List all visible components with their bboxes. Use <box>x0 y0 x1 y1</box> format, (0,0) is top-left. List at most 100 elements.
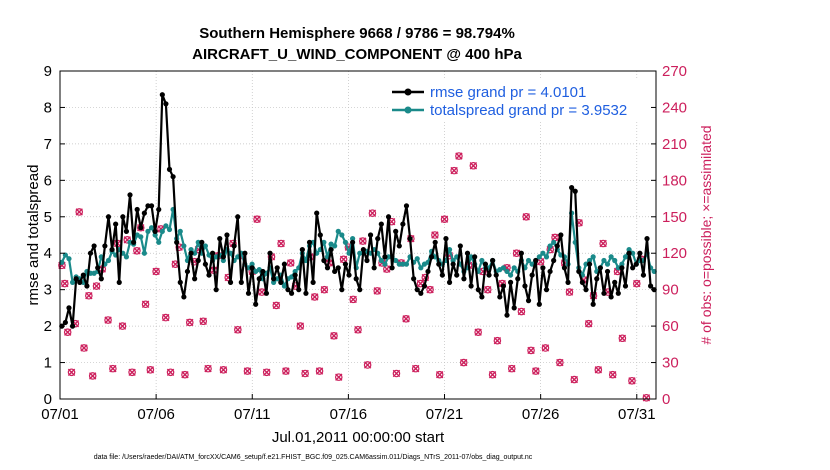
totalspread-series-point <box>601 257 607 264</box>
right-y-tick-label: 120 <box>662 245 687 262</box>
totalspread-series-point <box>202 243 209 249</box>
y-tick-label: 2 <box>44 318 52 335</box>
rmse-series-point <box>202 261 209 267</box>
rmse-series <box>59 92 657 329</box>
obs-assimilated-cross <box>484 285 492 294</box>
obs-count-marker <box>334 373 343 381</box>
rmse-series-point <box>321 257 327 264</box>
rmse-series-point <box>630 265 636 271</box>
obs-count-marker <box>199 317 208 326</box>
totalspread-series-point <box>511 265 517 271</box>
obs-assimilated-cross <box>141 300 150 308</box>
rmse-series-point <box>80 272 86 278</box>
obs-count-marker <box>234 325 242 334</box>
obs-count-marker <box>133 246 141 255</box>
rmse-series-point <box>482 261 489 267</box>
rmse-series-point <box>511 305 517 311</box>
rmse-series-point <box>278 279 284 285</box>
totalspread-series-point <box>195 239 201 245</box>
rmse-series-point <box>317 232 323 238</box>
obs-assimilated-cross <box>301 369 309 378</box>
rmse-series-point <box>378 221 384 227</box>
rmse-series-point <box>594 276 600 282</box>
rmse-series-point <box>217 236 223 242</box>
obs-assimilated-cross <box>272 301 280 310</box>
obs-assimilated-cross <box>440 215 449 223</box>
rmse-series-point <box>622 283 629 289</box>
totalspread-series-point <box>188 246 194 253</box>
y-tick-label: 1 <box>44 355 52 372</box>
obs-possible-circle <box>310 293 319 301</box>
rmse-series-point <box>360 246 366 253</box>
totalspread-series-point <box>181 243 187 249</box>
rmse-series-point <box>450 261 456 267</box>
rmse-series-point <box>213 287 219 293</box>
rmse-series-point <box>174 239 180 245</box>
obs-possible-circle <box>80 344 88 352</box>
axis-ticks <box>59 70 656 400</box>
rmse-series-point <box>267 250 273 256</box>
obs-count-marker <box>493 336 502 345</box>
obs-assimilated-cross <box>166 368 175 376</box>
rmse-series-point <box>565 279 571 285</box>
obs-possible-circle <box>632 279 641 288</box>
obs-count-marker <box>532 367 540 375</box>
totalspread-series-point <box>192 250 198 256</box>
totalspread-series-point <box>525 257 532 264</box>
rmse-series-point <box>436 261 442 267</box>
obs-possible-circle <box>128 368 136 377</box>
obs-possible-circle <box>330 332 338 340</box>
obs-count-marker <box>243 367 252 375</box>
rmse-series-point <box>612 279 618 285</box>
data-series <box>59 92 657 329</box>
rmse-series-point <box>403 203 410 209</box>
obs-assimilated-cross <box>186 318 194 327</box>
obs-count-marker <box>402 315 410 323</box>
rmse-series-point <box>382 254 388 260</box>
obs-possible-circle <box>67 368 76 377</box>
totalspread-series-point <box>332 243 338 249</box>
obs-assimilated-cross <box>359 237 367 245</box>
obs-assimilated-cross <box>460 358 468 367</box>
totalspread-series-point <box>378 257 384 264</box>
obs-assimilated-cross <box>253 215 261 223</box>
rmse-series-point <box>69 323 76 329</box>
right-y-tick-label: 60 <box>662 318 679 335</box>
obs-assimilated-cross <box>157 225 165 233</box>
obs-possible-circle <box>133 246 141 255</box>
obs-count-marker <box>204 364 212 373</box>
rmse-series-point <box>156 206 162 213</box>
obs-assimilated-cross <box>599 239 607 248</box>
rmse-series-point <box>87 250 94 256</box>
obs-assimilated-cross <box>532 367 540 375</box>
obs-possible-circle <box>608 370 617 379</box>
totalspread-series-point <box>604 261 611 267</box>
obs-possible-circle <box>628 376 636 385</box>
obs-assimilated-cross <box>75 208 83 216</box>
obs-count-marker <box>522 212 531 221</box>
rmse-series-point <box>626 250 632 256</box>
totalspread-series-point <box>418 265 424 271</box>
obs-possible-circle <box>474 328 482 336</box>
chart-title-line2: AIRCRAFT_U_WIND_COMPONENT @ 400 hPa <box>192 46 522 63</box>
rmse-series-point <box>479 294 485 300</box>
obs-possible-circle <box>541 344 550 352</box>
obs-count-marker <box>219 366 228 374</box>
rmse-series-point <box>141 210 147 216</box>
rmse-series-point <box>102 243 108 249</box>
obs-assimilated-cross <box>570 375 578 384</box>
legend-spread-marker <box>404 106 412 114</box>
totalspread-series-point <box>507 272 514 278</box>
y-tick-label: 3 <box>44 282 52 299</box>
totalspread-series-point <box>271 279 277 285</box>
rmse-series-point <box>328 246 334 253</box>
obs-count-marker <box>426 285 434 294</box>
obs-count-marker <box>67 368 76 377</box>
rmse-series-point <box>281 261 287 267</box>
rmse-series-point <box>407 236 413 242</box>
obs-assimilated-cross <box>522 213 530 221</box>
right-y-tick-label: 150 <box>662 209 687 226</box>
rmse-series-point <box>260 268 266 275</box>
totalspread-series-point <box>220 257 226 264</box>
rmse-series-point <box>540 265 546 271</box>
